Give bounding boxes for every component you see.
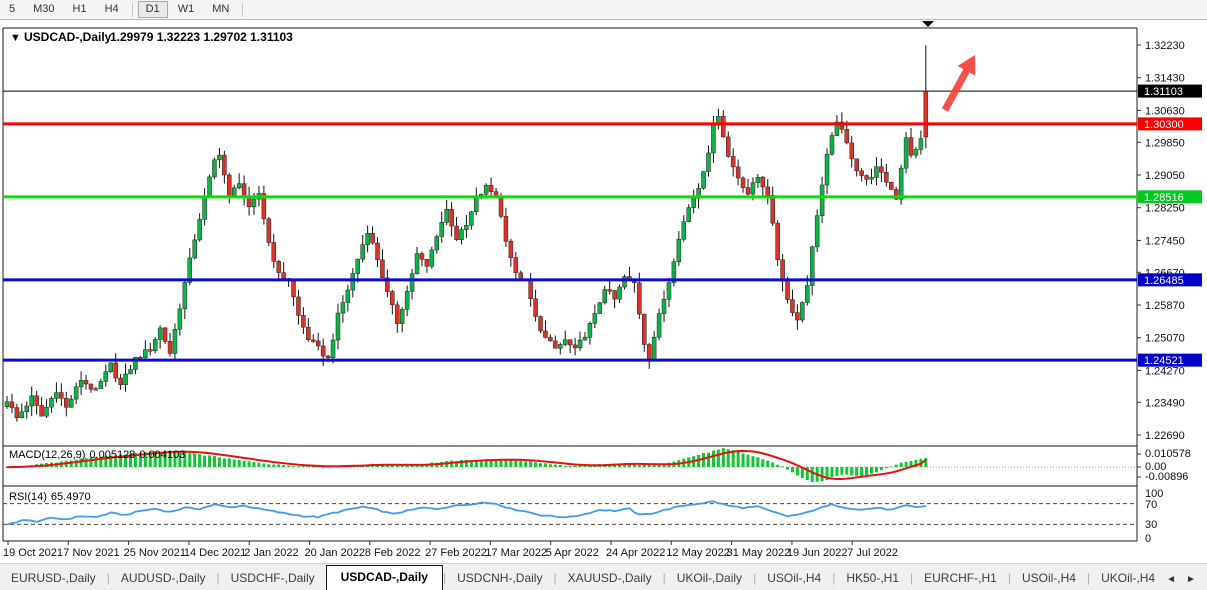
timeframe-button-H1[interactable]: H1 [72, 3, 87, 15]
resistance-price-tag: 1.30300 [1138, 117, 1202, 131]
macd-axis-label: -0.00896 [1145, 471, 1188, 483]
price-tick-label: 1.29850 [1145, 137, 1185, 149]
breakout-arrow-annotation[interactable] [941, 55, 976, 112]
tab-separator: | [1007, 571, 1011, 585]
symbol-tab-usoil-h4[interactable]: USOil-,H4 [767, 571, 822, 585]
symbol-tab-audusd-daily[interactable]: AUDUSD-,Daily [120, 571, 206, 585]
rsi-axis-label: 100 [1145, 488, 1163, 500]
symbol-tab-usoil-h4[interactable]: USOil-,H4 [1021, 571, 1076, 585]
symbol-tab-usdchf-daily[interactable]: USDCHF-,Daily [230, 571, 315, 585]
date-tick-label: 17 Mar 2022 [485, 547, 547, 559]
timeframe-button-H4[interactable]: H4 [104, 3, 119, 15]
support-blue-upper-price-tag: 1.26485 [1138, 273, 1202, 287]
chart-dropdown-icon[interactable]: ▼ [10, 32, 21, 44]
svg-text:1.30300: 1.30300 [1144, 119, 1184, 131]
date-tick-label: 8 Feb 2022 [365, 547, 421, 559]
tab-separator: | [553, 571, 557, 585]
price-tick-label: 1.29050 [1145, 170, 1185, 182]
price-tick-label: 1.25070 [1145, 333, 1185, 345]
date-tick-label: 12 May 2022 [666, 547, 730, 559]
price-tick-label: 1.32230 [1145, 40, 1185, 52]
symbol-tab-usdcnh-daily[interactable]: USDCNH-,Daily [457, 571, 543, 585]
tab-scroll-right-icon[interactable]: ► [1186, 574, 1196, 585]
tab-scroll-buttons: ◄ ► [1166, 570, 1207, 590]
macd-indicator-label: MACD(12,26,9) 0.005128 0.004103 [9, 449, 185, 461]
tab-separator: | [832, 571, 836, 585]
symbol-tab-ukoil-daily[interactable]: UKOil-,Daily [676, 571, 743, 585]
chart-frame [2, 27, 1138, 542]
svg-text:1.26485: 1.26485 [1144, 275, 1184, 287]
chart-title-symbol: USDCAD-,Daily [24, 30, 112, 44]
support-green-price-tag: 1.28516 [1138, 190, 1202, 204]
rsi-axis-label: 70 [1145, 499, 1157, 511]
symbol-tabbar: EURUSD-,Daily | AUDUSD-,Daily | USDCHF-,Dail… [0, 563, 1207, 590]
date-tick-label: 7 Jul 2022 [847, 547, 898, 559]
date-tick-label: 5 Apr 2022 [546, 547, 599, 559]
symbol-tab-hk50-h1[interactable]: HK50-,H1 [846, 571, 900, 585]
tab-separator: | [910, 571, 914, 585]
timeframe-button-5[interactable]: 5 [9, 3, 16, 15]
date-tick-label: 24 Apr 2022 [606, 547, 665, 559]
rsi-axis-label: 0 [1145, 533, 1151, 545]
date-tick-label: 20 Jan 2022 [305, 547, 366, 559]
price-axis: 1.32230 1.31430 1.30630 1.29850 1.29050 1.282… [1137, 40, 1202, 442]
tab-separator: | [442, 571, 447, 585]
tab-separator: | [662, 571, 666, 585]
rsi-axis-label: 30 [1145, 519, 1157, 531]
date-tick-label: 19 Oct 2021 [3, 547, 63, 559]
breakout-marker-triangle-icon[interactable] [922, 21, 934, 27]
tab-scroll-left-icon[interactable]: ◄ [1166, 574, 1176, 585]
rsi-indicator-label: RSI(14) 65.4970 [9, 491, 91, 503]
timeframe-button-M30[interactable]: M30 [33, 3, 55, 15]
timeframe-button-MN[interactable]: MN [212, 3, 230, 15]
chart-title-ohlc: 1.29979 1.32223 1.29702 1.31103 [110, 30, 293, 44]
svg-text:1.24521: 1.24521 [1144, 355, 1184, 367]
candles-layer [4, 45, 929, 422]
svg-text:1.28516: 1.28516 [1144, 192, 1184, 204]
tab-separator: | [1086, 571, 1091, 585]
symbol-tab-eurusd-daily[interactable]: EURUSD-,Daily [11, 571, 96, 585]
tab-separator: | [106, 571, 110, 585]
chart-canvas[interactable]: 1.32230 1.31430 1.30630 1.29850 1.29050 1.282… [0, 0, 1207, 566]
current-price-tag: 1.31103 [1138, 84, 1202, 98]
date-tick-label: 2 Jan 2022 [244, 547, 298, 559]
date-tick-label: 7 Nov 2021 [63, 547, 119, 559]
date-tick-label: 31 May 2022 [727, 547, 791, 559]
symbol-tab-eurchf-h1[interactable]: EURCHF-,H1 [924, 571, 997, 585]
symbol-tab-xauusd-daily[interactable]: XAUUSD-,Daily [567, 571, 652, 585]
toolbar-separator [242, 2, 244, 17]
macd-axis-label: 0.010578 [1145, 448, 1191, 460]
timeframe-toolbar: 5 M30 H1 H4 D1 W1 MN [0, 0, 1207, 20]
price-tick-label: 1.31430 [1145, 73, 1185, 85]
price-tick-label: 1.22690 [1145, 430, 1185, 442]
macd-axis-label: 0.00 [1145, 461, 1166, 473]
tab-separator: | [216, 571, 220, 585]
symbol-tab-usdcad-daily[interactable]: USDCAD-,Daily [325, 565, 443, 590]
timeframe-button-D1[interactable]: D1 [137, 1, 168, 18]
tab-separator: | [753, 571, 757, 585]
date-tick-label: 14 Dec 2021 [184, 547, 246, 559]
timeframe-button-W1[interactable]: W1 [177, 3, 195, 15]
price-tick-label: 1.23490 [1145, 397, 1185, 409]
svg-text:1.31103: 1.31103 [1144, 86, 1183, 98]
price-tick-label: 1.30630 [1145, 105, 1185, 117]
price-tick-label: 1.24270 [1145, 365, 1185, 377]
price-tick-label: 1.28250 [1145, 203, 1185, 215]
price-tick-label: 1.27450 [1145, 235, 1185, 247]
date-tick-label: 27 Feb 2022 [425, 547, 487, 559]
date-tick-label: 25 Nov 2021 [124, 547, 186, 559]
date-tick-label: 19 Jun 2022 [787, 547, 848, 559]
price-tick-label: 1.25870 [1145, 300, 1185, 312]
support-blue-lower-price-tag: 1.24521 [1138, 353, 1202, 367]
symbol-tab-ukoil-h4[interactable]: UKOil-,H4 [1101, 571, 1156, 585]
toolbar-separator [131, 2, 133, 17]
